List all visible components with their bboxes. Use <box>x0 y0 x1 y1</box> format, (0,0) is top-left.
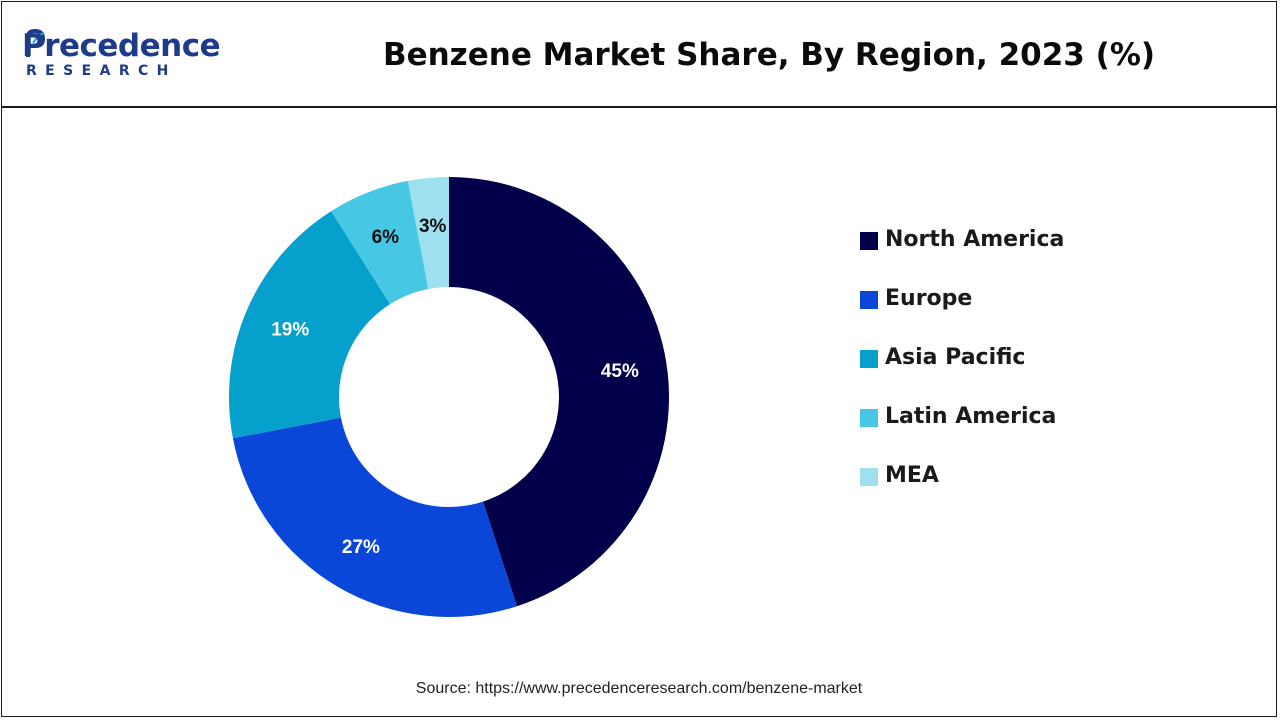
legend-label: Latin America <box>885 404 1057 429</box>
pie-slice-europe <box>232 417 517 617</box>
pie-slice-latin-america <box>331 180 429 305</box>
brand-logo: Precedence RESEARCH <box>22 28 222 88</box>
data-label-mea: 3% <box>419 216 447 237</box>
legend-item-europe: Europe <box>860 281 1064 340</box>
data-label-europe: 27% <box>342 537 380 558</box>
logo-wordmark: Precedence <box>22 28 221 64</box>
pie-slice-north-america <box>449 177 669 607</box>
legend-label: Asia Pacific <box>885 345 1026 370</box>
legend-item-asia-pacific: Asia Pacific <box>860 340 1064 399</box>
legend-swatch <box>860 232 878 250</box>
header-bar: Precedence RESEARCH Benzene Market Share… <box>2 2 1276 108</box>
legend-label: North America <box>885 227 1065 252</box>
data-label-asia-pacific: 19% <box>271 319 309 340</box>
pie-slice-asia-pacific <box>229 211 391 439</box>
data-label-latin-america: 6% <box>372 227 400 248</box>
legend-item-latin-america: Latin America <box>860 399 1064 458</box>
logo-subtext: RESEARCH <box>26 63 177 79</box>
source-note: Source: https://www.precedenceresearch.c… <box>415 680 863 697</box>
legend-swatch <box>860 291 878 309</box>
legend-swatch <box>860 468 878 486</box>
data-label-north-america: 45% <box>601 361 639 382</box>
legend-swatch <box>860 350 878 368</box>
chart-title: Benzene Market Share, By Region, 2023 (%… <box>382 37 1156 73</box>
leaf-icon <box>26 29 46 57</box>
legend-item-mea: MEA <box>860 458 1064 517</box>
legend-label: MEA <box>885 463 939 488</box>
legend-label: Europe <box>885 286 973 311</box>
chart-legend: North America Europe Asia Pacific Latin Ame… <box>860 222 1064 517</box>
legend-swatch <box>860 409 878 427</box>
legend-item-north-america: North America <box>860 222 1064 281</box>
pie-slice-mea <box>407 177 449 289</box>
